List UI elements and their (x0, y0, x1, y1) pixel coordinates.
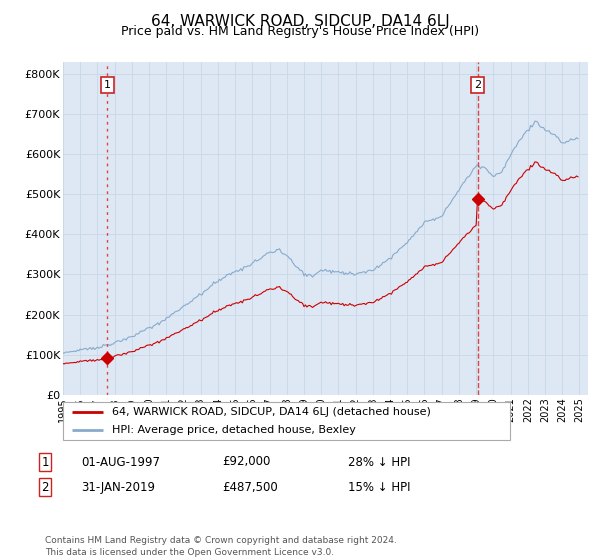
Text: 2: 2 (474, 80, 481, 90)
Text: Price paid vs. HM Land Registry's House Price Index (HPI): Price paid vs. HM Land Registry's House … (121, 25, 479, 38)
Text: HPI: Average price, detached house, Bexley: HPI: Average price, detached house, Bexl… (112, 425, 356, 435)
FancyBboxPatch shape (63, 402, 510, 440)
Text: 64, WARWICK ROAD, SIDCUP, DA14 6LJ (detached house): 64, WARWICK ROAD, SIDCUP, DA14 6LJ (deta… (112, 407, 431, 417)
Text: 15% ↓ HPI: 15% ↓ HPI (348, 480, 410, 494)
Text: 28% ↓ HPI: 28% ↓ HPI (348, 455, 410, 469)
Text: 01-AUG-1997: 01-AUG-1997 (81, 455, 160, 469)
Text: 31-JAN-2019: 31-JAN-2019 (81, 480, 155, 494)
Text: 1: 1 (104, 80, 111, 90)
Text: 2: 2 (41, 480, 49, 494)
Text: 1: 1 (41, 455, 49, 469)
Text: £92,000: £92,000 (222, 455, 271, 469)
Text: 64, WARWICK ROAD, SIDCUP, DA14 6LJ: 64, WARWICK ROAD, SIDCUP, DA14 6LJ (151, 14, 449, 29)
Text: Contains HM Land Registry data © Crown copyright and database right 2024.
This d: Contains HM Land Registry data © Crown c… (45, 536, 397, 557)
Text: £487,500: £487,500 (222, 480, 278, 494)
